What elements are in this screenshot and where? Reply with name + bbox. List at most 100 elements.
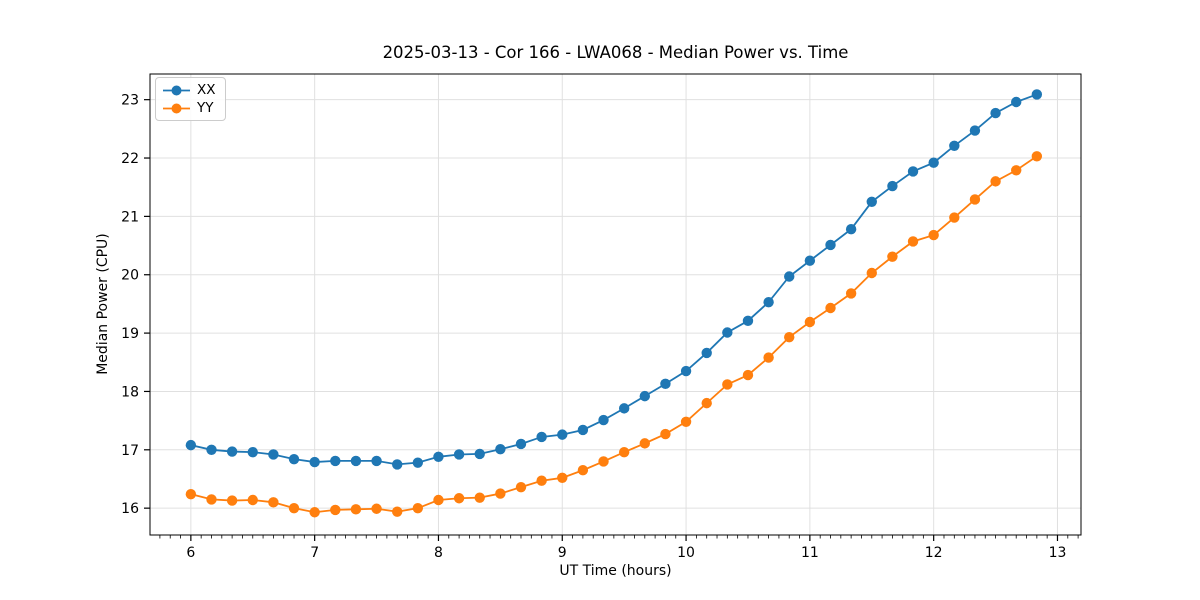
data-point-xx (845, 224, 857, 235)
data-point-xx (557, 429, 568, 440)
data-point-yy (598, 456, 609, 467)
x-tick-label: 7 (310, 545, 319, 561)
data-point-yy (453, 493, 465, 504)
data-point-yy (226, 495, 238, 506)
data-point-xx (825, 239, 836, 251)
data-point-yy (433, 494, 444, 506)
data-point-xx (226, 446, 238, 457)
y-tick-label: 19 (121, 326, 139, 342)
y-tick-label: 22 (121, 151, 139, 167)
legend-label: XX (197, 82, 216, 98)
data-point-yy (412, 502, 424, 514)
y-axis-label: Median Power (CPU) (95, 233, 111, 375)
data-point-yy (949, 212, 960, 223)
data-point-xx (784, 271, 795, 282)
data-point-yy (680, 416, 692, 427)
y-tick-label: 16 (121, 501, 139, 517)
y-tick-label: 21 (121, 209, 139, 225)
data-point-xx (536, 431, 547, 443)
data-point-xx (350, 455, 362, 467)
data-point-yy (763, 352, 774, 363)
x-tick-label: 11 (801, 545, 819, 561)
data-point-xx (330, 455, 341, 467)
data-point-yy (247, 494, 258, 506)
data-point-xx (412, 457, 424, 468)
data-point-xx (639, 390, 650, 402)
data-point-yy (268, 497, 279, 508)
data-point-xx (577, 424, 589, 436)
data-point-xx (742, 315, 754, 327)
data-point-yy (495, 488, 506, 499)
data-point-xx (680, 365, 692, 377)
y-tick-label: 23 (121, 93, 139, 109)
legend-line-marker-icon (163, 85, 190, 95)
data-point-yy (1011, 165, 1022, 176)
legend-label: YY (197, 100, 214, 116)
data-point-xx (474, 448, 485, 460)
legend-line-marker-icon (163, 103, 190, 113)
data-point-xx (268, 449, 279, 460)
x-tick-label: 13 (1049, 545, 1067, 561)
data-point-yy (866, 267, 877, 279)
data-point-yy (350, 504, 362, 515)
data-point-yy (825, 302, 836, 314)
data-point-xx (763, 296, 774, 308)
data-point-yy (309, 507, 320, 518)
data-point-yy (185, 488, 197, 500)
chart-title: 2025-03-13 - Cor 166 - LWA068 - Median P… (382, 43, 849, 62)
data-point-yy (784, 331, 795, 343)
data-point-yy (515, 481, 527, 493)
data-point-xx (433, 451, 444, 463)
legend: XX YY (155, 77, 226, 121)
data-point-yy (804, 316, 816, 328)
data-point-yy (887, 251, 898, 262)
x-tick-label: 9 (558, 545, 567, 561)
data-point-yy (330, 504, 341, 516)
data-point-xx (701, 347, 712, 359)
data-point-yy (618, 446, 630, 458)
data-point-xx (515, 438, 527, 450)
data-point-xx (660, 378, 671, 390)
data-point-yy (907, 236, 919, 247)
data-point-xx (907, 166, 919, 177)
data-point-yy (990, 176, 1001, 187)
data-point-yy (1031, 151, 1043, 162)
data-point-yy (660, 428, 671, 440)
legend-entry-yy: YY (163, 100, 216, 116)
data-point-xx (990, 107, 1001, 119)
data-point-yy (392, 506, 403, 517)
data-point-xx (185, 439, 197, 451)
legend-entry-xx: XX (163, 82, 216, 98)
data-point-yy (742, 369, 754, 381)
data-point-xx (866, 196, 877, 207)
data-point-xx (722, 327, 733, 338)
data-point-xx (206, 444, 217, 455)
data-point-xx (453, 449, 465, 460)
x-tick-label: 6 (186, 545, 195, 561)
data-point-xx (371, 455, 382, 467)
data-point-xx (309, 456, 320, 468)
data-point-yy (288, 502, 300, 514)
y-tick-label: 20 (121, 268, 139, 284)
data-point-yy (928, 229, 939, 241)
data-point-yy (577, 465, 589, 476)
x-tick-label: 10 (677, 545, 695, 561)
data-point-xx (969, 125, 981, 136)
data-point-xx (618, 403, 630, 414)
data-point-xx (288, 453, 300, 465)
data-point-xx (949, 140, 960, 151)
data-point-xx (1031, 89, 1043, 100)
data-point-xx (598, 414, 609, 426)
x-axis-label: UT Time (hours) (559, 563, 672, 579)
data-point-yy (722, 379, 733, 390)
data-point-xx (1011, 96, 1022, 108)
data-point-yy (371, 503, 382, 514)
y-tick-label: 18 (121, 384, 139, 400)
x-tick-label: 12 (925, 545, 943, 561)
data-point-yy (969, 194, 981, 205)
x-tick-label: 8 (434, 545, 443, 561)
data-point-yy (701, 397, 712, 409)
y-tick-label: 17 (121, 443, 139, 459)
